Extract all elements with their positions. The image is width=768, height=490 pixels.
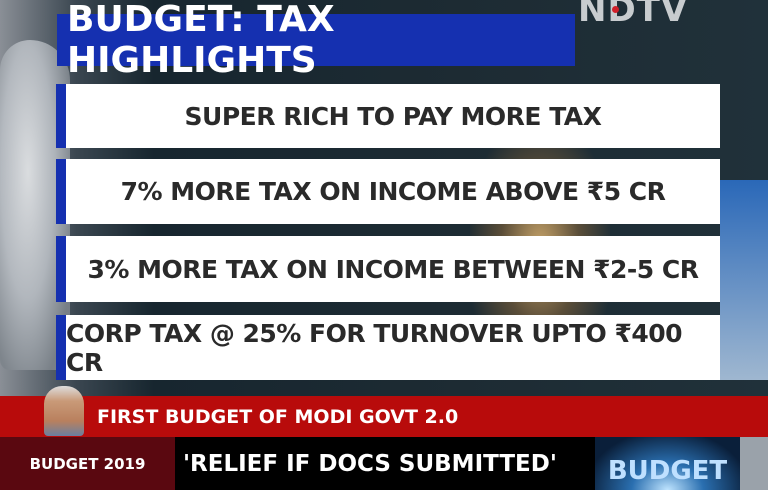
headline-text: FIRST BUDGET OF MODI GOVT 2.0 bbox=[97, 405, 459, 428]
highlight-item: 3% MORE TAX ON INCOME BETWEEN ₹2-5 CR bbox=[56, 236, 720, 302]
logo-text: NDTV bbox=[578, 0, 689, 30]
highlight-item: CORP TAX @ 25% FOR TURNOVER UPTO ₹400 CR bbox=[56, 315, 720, 380]
highlight-item: 7% MORE TAX ON INCOME ABOVE ₹5 CR bbox=[56, 159, 720, 224]
headline-bar: FIRST BUDGET OF MODI GOVT 2.0 bbox=[0, 396, 768, 437]
channel-logo: NDTV bbox=[578, 0, 688, 30]
logo-dot-icon bbox=[612, 6, 619, 13]
ticker-edge bbox=[740, 437, 768, 490]
background-panel bbox=[720, 180, 768, 380]
budget-promo-logo: BUDGET bbox=[595, 437, 740, 490]
graphic-title: BUDGET: TAX HIGHLIGHTS bbox=[57, 0, 575, 81]
highlight-item: SUPER RICH TO PAY MORE TAX bbox=[56, 84, 720, 148]
ticker-text: 'RELIEF IF DOCS SUBMITTED' bbox=[175, 437, 595, 490]
ticker-tag: BUDGET 2019 bbox=[0, 437, 175, 490]
anchor-portrait bbox=[44, 386, 84, 436]
